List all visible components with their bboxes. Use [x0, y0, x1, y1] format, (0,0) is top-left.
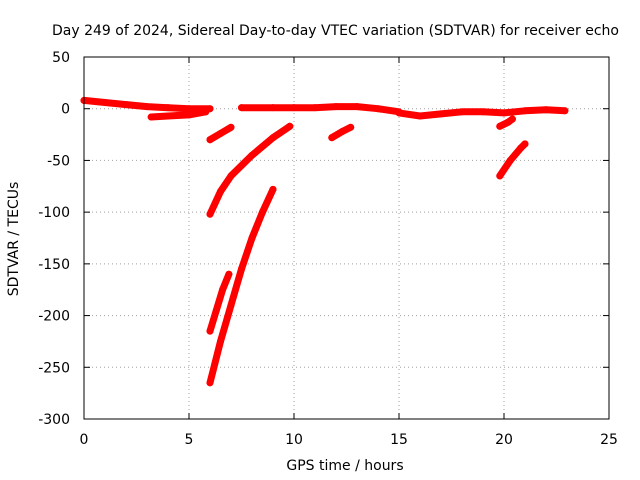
- data-point: [259, 208, 266, 216]
- data-layer: [80, 96, 569, 387]
- series-arc-9: [206, 122, 294, 218]
- x-tick-label: 0: [80, 432, 89, 448]
- plot-frame: [83, 56, 610, 420]
- series-arc-11: [206, 270, 233, 335]
- data-point: [437, 110, 445, 118]
- data-point: [338, 127, 346, 135]
- data-point: [206, 136, 214, 144]
- data-point: [416, 112, 424, 120]
- y-tick-label: 50: [52, 50, 70, 66]
- data-point: [286, 122, 294, 130]
- chart-title: Day 249 of 2024, Sidereal Day-to-day VTE…: [52, 23, 619, 39]
- x-axis-title: GPS time / hours: [286, 458, 403, 474]
- y-axis-title: SDTVAR / TECUs: [6, 182, 22, 297]
- y-tick-label: -300: [38, 412, 70, 428]
- data-point: [561, 107, 569, 115]
- data-point: [496, 122, 504, 130]
- data-point: [508, 115, 516, 123]
- data-point: [219, 286, 227, 294]
- data-point: [227, 123, 235, 131]
- data-point: [248, 151, 256, 159]
- data-point: [143, 103, 151, 111]
- data-point: [225, 270, 233, 278]
- data-point: [395, 109, 403, 117]
- x-tick-label: 15: [390, 432, 408, 448]
- data-point: [496, 172, 504, 180]
- data-point: [227, 172, 235, 180]
- x-tick-label: 5: [185, 432, 194, 448]
- data-point: [269, 185, 277, 193]
- data-point: [269, 104, 277, 112]
- data-point: [217, 187, 224, 195]
- data-point: [238, 104, 245, 112]
- data-point: [521, 140, 529, 148]
- series-arc-2: [147, 108, 210, 121]
- x-tick-label: 10: [285, 432, 303, 448]
- series-arc-10: [206, 185, 277, 387]
- y-tick-label: -250: [38, 360, 70, 376]
- data-point: [347, 123, 355, 131]
- data-point: [521, 107, 529, 115]
- data-point: [147, 113, 155, 121]
- data-point: [202, 108, 210, 116]
- data-point: [332, 103, 340, 111]
- data-point: [542, 106, 550, 114]
- data-point: [328, 134, 336, 142]
- series-arc-3: [238, 103, 403, 116]
- y-tick-label: 0: [61, 102, 70, 118]
- data-point: [353, 103, 361, 111]
- data-point: [185, 105, 193, 113]
- data-point: [206, 379, 214, 387]
- data-point: [101, 99, 109, 107]
- y-tick-label: -150: [38, 257, 70, 273]
- data-point: [374, 105, 382, 113]
- data-point: [238, 265, 245, 273]
- data-point: [269, 134, 277, 142]
- data-point: [227, 301, 235, 309]
- data-point: [506, 156, 514, 164]
- y-tick-label: -200: [38, 309, 70, 325]
- data-point: [217, 130, 224, 138]
- data-point: [164, 104, 172, 112]
- tick-layer: 0 5 10 15 20 25 50 0 -50 -100 -150 -200 -250 -300: [38, 50, 618, 448]
- x-tick-label: 20: [495, 432, 513, 448]
- x-tick-label: 25: [600, 432, 618, 448]
- data-point: [479, 108, 487, 116]
- data-point: [206, 327, 214, 335]
- y-tick-label: -50: [47, 153, 70, 169]
- data-point: [185, 111, 193, 119]
- data-point: [311, 104, 319, 112]
- data-point: [248, 234, 256, 242]
- data-point: [212, 306, 220, 314]
- data-point: [122, 101, 130, 109]
- y-tick-label: -100: [38, 205, 70, 221]
- data-point: [217, 337, 224, 345]
- data-point: [164, 112, 172, 120]
- data-point: [206, 210, 214, 218]
- data-point: [290, 104, 298, 112]
- data-point: [458, 108, 466, 116]
- data-point: [500, 109, 508, 117]
